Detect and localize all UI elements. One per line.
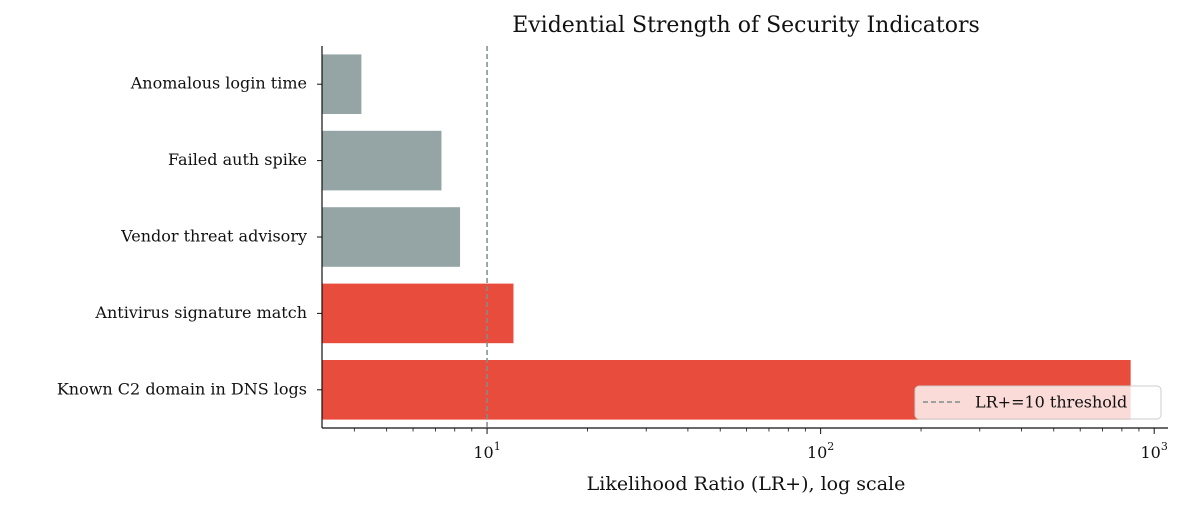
- category-label-3: Antivirus signature match: [94, 303, 307, 322]
- category-label-0: Anomalous login time: [130, 74, 307, 93]
- category-label-4: Known C2 domain in DNS logs: [57, 379, 307, 398]
- chart-title: Evidential Strength of Security Indicato…: [512, 13, 980, 38]
- bar-0: [322, 54, 362, 114]
- x-ticks: 101 102 103: [353, 428, 1168, 462]
- axes-layer: [317, 46, 1168, 429]
- category-label-1: Failed auth spike: [168, 150, 307, 169]
- bar-3: [322, 283, 514, 344]
- bars-layer: [322, 54, 1131, 420]
- legend: LR+=10 threshold: [914, 385, 1162, 420]
- y-category-labels: Anomalous login time Failed auth spike Ven…: [57, 74, 307, 399]
- category-label-2: Vendor threat advisory: [120, 227, 307, 246]
- x-tick-label-0: 101: [473, 440, 500, 462]
- x-tick-label-2: 103: [1141, 440, 1168, 462]
- legend-box: [914, 385, 1162, 420]
- x-tick-label-1: 102: [807, 440, 834, 462]
- x-axis-label: Likelihood Ratio (LR+), log scale: [587, 473, 906, 495]
- bar-2: [322, 207, 461, 267]
- bar-1: [322, 130, 442, 191]
- legend-label: LR+=10 threshold: [975, 393, 1127, 412]
